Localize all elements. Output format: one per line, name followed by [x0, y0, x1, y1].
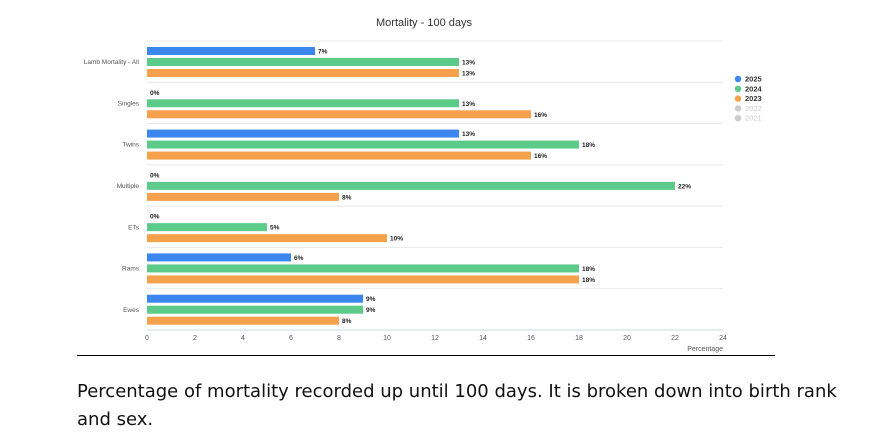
- x-tick-label: 24: [719, 335, 727, 342]
- data-label: 13%: [462, 131, 475, 138]
- y-category-label: Twins: [122, 142, 139, 149]
- bars: [147, 47, 675, 325]
- data-label: 5%: [270, 225, 280, 232]
- legend-label: 2021: [745, 114, 762, 123]
- x-tick-label: 0: [145, 335, 149, 342]
- legend-marker: [734, 105, 742, 112]
- legend-label: 2025: [745, 75, 762, 84]
- y-axis: Lamb Mortality - All Singles Twins Multiple…: [84, 59, 140, 314]
- legend-label: 2022: [745, 104, 762, 113]
- x-tick-label: 6: [289, 335, 293, 342]
- data-label: 16%: [534, 153, 547, 160]
- x-tick-label: 22: [671, 335, 679, 342]
- data-label: 9%: [366, 296, 376, 303]
- caption-divider: [77, 355, 775, 356]
- legend-label: 2023: [745, 94, 762, 103]
- data-label: 0%: [150, 90, 160, 97]
- data-label: 0%: [150, 214, 160, 221]
- bar-2025: [147, 253, 291, 262]
- data-label: 18%: [582, 266, 595, 273]
- y-category-label: ETs: [128, 224, 140, 231]
- bar-2023: [147, 69, 459, 77]
- data-label: 10%: [390, 236, 403, 243]
- legend-marker: [734, 115, 742, 122]
- legend-marker: [734, 85, 742, 93]
- y-category-label: Rams: [122, 266, 140, 273]
- mortality-bar-chart: Mortality - 100 days 0 2 4 6 8 10 12 14 16 18 20 22…: [84, 17, 763, 353]
- bar-2023: [147, 316, 339, 325]
- bar-2024: [147, 140, 579, 149]
- data-labels: 7% 13% 13% 0% 13% 16% 13% 18% 16% 0% 22% 8% 0% 5% 10% 6…: [150, 49, 691, 326]
- legend-label: 2024: [745, 84, 763, 93]
- data-label: 13%: [462, 71, 475, 78]
- y-category-label: Lamb Mortality - All: [84, 59, 140, 66]
- data-label: 18%: [582, 142, 595, 149]
- bar-2025: [147, 47, 315, 55]
- x-tick-label: 2: [193, 335, 197, 342]
- data-label: 16%: [534, 112, 547, 119]
- data-label: 8%: [342, 318, 352, 325]
- x-axis-label: Percentage: [687, 346, 723, 353]
- data-label: 7%: [318, 49, 328, 56]
- y-category-label: Multiple: [117, 183, 140, 190]
- bar-2024: [147, 58, 459, 66]
- bar-2024: [147, 305, 363, 314]
- legend-item-2023[interactable]: 2023: [734, 94, 762, 103]
- bar-2024: [147, 181, 675, 190]
- bar-2023: [147, 192, 339, 201]
- bar-2024: [147, 99, 459, 108]
- data-label: 13%: [462, 101, 475, 108]
- x-tick-label: 16: [527, 335, 535, 342]
- x-tick-label: 20: [623, 335, 631, 342]
- bar-2023: [147, 110, 531, 119]
- legend-marker: [734, 75, 742, 83]
- category-separators: [147, 40, 723, 331]
- data-label: 9%: [366, 307, 376, 314]
- x-tick-label: 18: [575, 335, 583, 342]
- data-label: 13%: [462, 60, 475, 67]
- x-tick-label: 10: [383, 335, 391, 342]
- bar-2025: [147, 294, 363, 303]
- x-axis: 0 2 4 6 8 10 12 14 16 18 20 22 24: [145, 335, 727, 342]
- legend-item-2022[interactable]: 2022: [734, 104, 762, 113]
- x-tick-label: 4: [241, 335, 245, 342]
- x-tick-label: 14: [479, 335, 487, 342]
- legend-item-2024[interactable]: 2024: [734, 84, 763, 93]
- data-label: 0%: [150, 172, 160, 179]
- data-label: 18%: [582, 277, 595, 284]
- data-label: 8%: [342, 194, 352, 201]
- data-label: 22%: [678, 183, 691, 190]
- legend-item-2021[interactable]: 2021: [734, 114, 762, 123]
- legend-item-2025[interactable]: 2025: [734, 75, 762, 84]
- y-category-label: Ewes: [123, 307, 140, 314]
- bar-2025: [147, 129, 459, 138]
- bar-2024: [147, 223, 267, 232]
- y-category-label: Singles: [118, 100, 140, 107]
- legend-marker: [734, 95, 742, 102]
- data-label: 6%: [294, 255, 304, 262]
- chart-title: Mortality - 100 days: [376, 17, 472, 29]
- bar-2023: [147, 151, 531, 160]
- x-tick-label: 8: [337, 335, 341, 342]
- bar-2023: [147, 234, 387, 243]
- figure-caption: Percentage of mortality recorded up unti…: [77, 381, 837, 430]
- x-tick-label: 12: [431, 335, 439, 342]
- bar-2024: [147, 264, 579, 273]
- bar-2023: [147, 275, 579, 284]
